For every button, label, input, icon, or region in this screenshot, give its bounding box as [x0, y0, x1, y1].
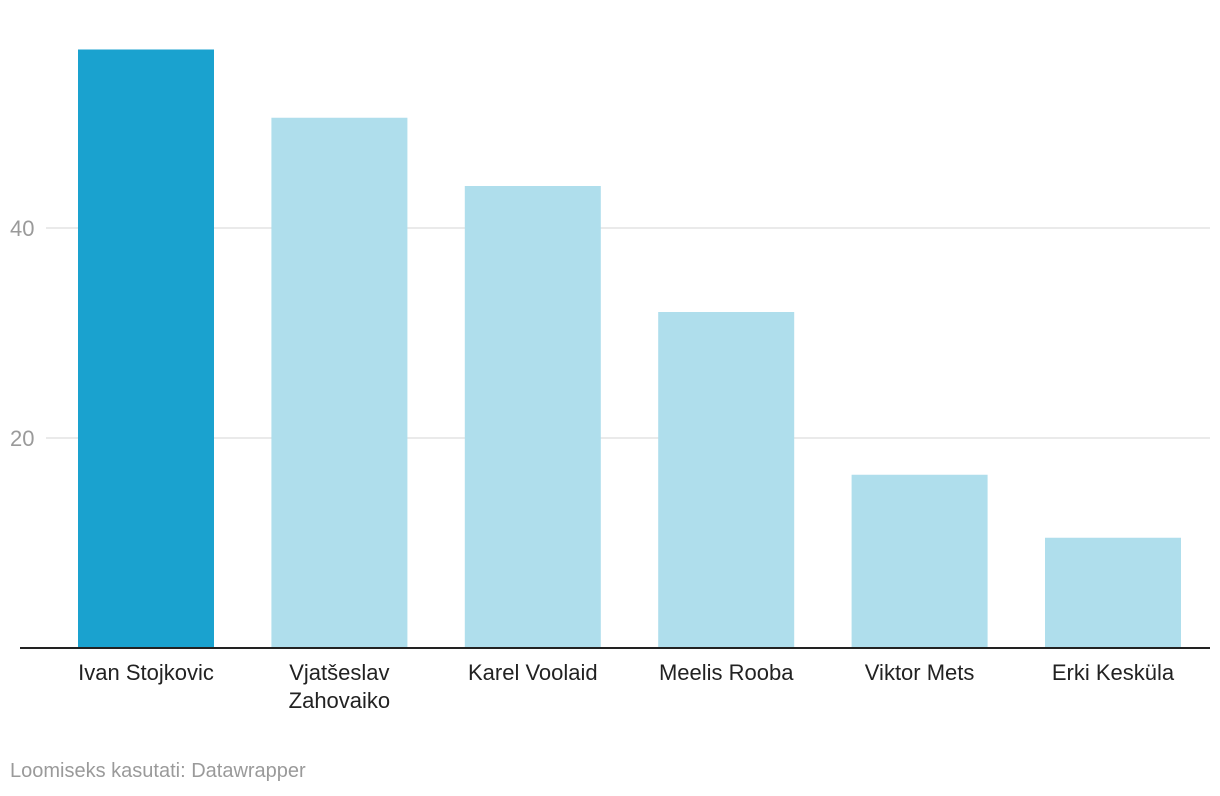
x-axis-labels: Ivan Stojkovic Vjatšeslav Zahovaiko Karel V…	[78, 660, 1175, 713]
x-tick-label: Vjatšeslav Zahovaiko	[289, 660, 391, 713]
bars	[78, 49, 1181, 648]
x-tick-label: Ivan Stojkovic	[78, 660, 214, 685]
bar-3	[658, 312, 795, 648]
x-tick-label: Viktor Mets	[865, 660, 975, 685]
x-tick-label: Karel Voolaid	[468, 660, 598, 685]
x-tick-label-line: Zahovaiko	[289, 688, 391, 713]
x-tick-label-line: Vjatšeslav	[289, 660, 389, 685]
x-tick-label-line: Erki Kesküla	[1052, 660, 1175, 685]
x-tick-label-line: Viktor Mets	[865, 660, 975, 685]
credit-footer: Loomiseks kasutati: Datawrapper	[10, 760, 306, 782]
x-tick-label-line: Ivan Stojkovic	[78, 660, 214, 685]
x-tick-label-line: Karel Voolaid	[468, 660, 598, 685]
bar-5	[1045, 537, 1181, 648]
bar-4	[851, 474, 988, 648]
y-tick-label: 20	[10, 426, 34, 451]
bar-0	[78, 49, 214, 648]
y-tick-label: 40	[10, 216, 34, 241]
bar-1	[271, 117, 408, 648]
x-tick-label-line: Meelis Rooba	[659, 660, 794, 685]
x-tick-label: Meelis Rooba	[659, 660, 794, 685]
bar-2	[464, 186, 601, 648]
x-tick-label: Erki Kesküla	[1052, 660, 1175, 685]
